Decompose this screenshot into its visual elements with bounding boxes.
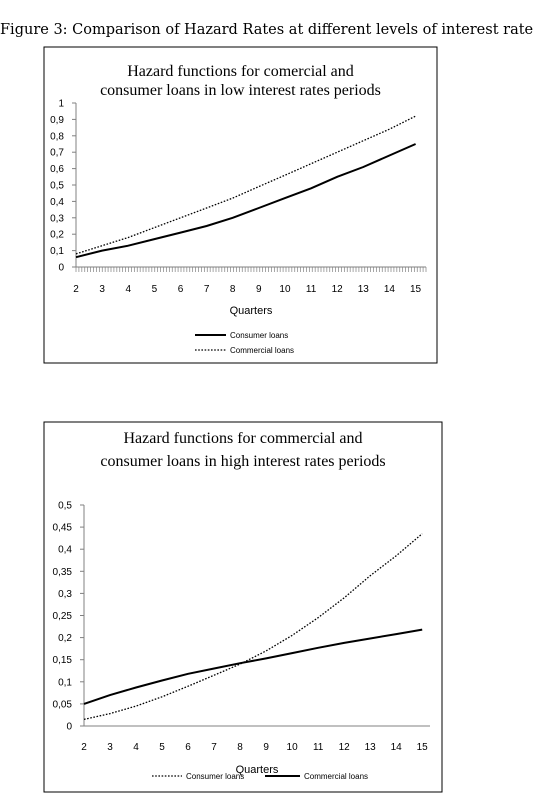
x-tick-label: 3 [99, 284, 105, 295]
y-tick-label: 0,45 [53, 523, 73, 534]
legend-label: Consumer loans [186, 772, 244, 781]
x-tick-label: 8 [237, 742, 243, 753]
x-tick-label: 10 [287, 742, 299, 753]
y-tick-label: 0 [58, 263, 64, 274]
y-tick-label: 0,3 [58, 589, 72, 600]
x-tick-label: 6 [178, 284, 184, 295]
y-tick-label: 0,25 [53, 611, 73, 622]
series-line-1 [75, 143, 417, 259]
chart-title: Hazard functions for commercial and [123, 430, 362, 447]
y-tick-label: 0,8 [50, 131, 64, 142]
y-tick-label: 0,1 [50, 246, 64, 257]
x-tick-label: 14 [384, 284, 396, 295]
y-tick-label: 0,6 [50, 164, 64, 175]
chart-title: Hazard functions for comercial and [127, 63, 354, 80]
x-tick-label: 15 [410, 284, 422, 295]
x-axis-label: Quarters [236, 764, 279, 776]
x-tick-label: 9 [263, 742, 269, 753]
legend-label: Commercial loans [230, 346, 294, 355]
x-tick-label: 5 [152, 284, 158, 295]
x-tick-label: 2 [81, 742, 87, 753]
legend-label: Consumer loans [230, 331, 288, 340]
x-tick-label: 6 [185, 742, 191, 753]
y-tick-label: 0,3 [50, 213, 64, 224]
y-tick-label: 0,15 [53, 655, 73, 666]
x-tick-label: 15 [417, 742, 429, 753]
series-line-2 [83, 628, 423, 705]
legend-label: Commercial loans [304, 772, 368, 781]
y-tick-label: 0,1 [58, 677, 72, 688]
x-tick-label: 11 [306, 284, 317, 295]
chart-border [43, 421, 443, 793]
series-line-2 [75, 115, 416, 255]
figure-caption: Figure 3: Comparison of Hazard Rates at … [0, 22, 533, 38]
x-tick-label: 12 [339, 742, 351, 753]
chart-panel-1: Hazard functions for comercial and consum… [43, 46, 438, 364]
x-tick-label: 5 [159, 742, 165, 753]
y-tick-label: 0,05 [53, 699, 73, 710]
x-tick-label: 4 [133, 742, 139, 753]
y-tick-label: 0,2 [50, 230, 64, 241]
x-tick-label: 12 [332, 284, 344, 295]
y-tick-label: 0,4 [50, 197, 64, 208]
chart-border [43, 46, 438, 364]
x-tick-label: 9 [256, 284, 262, 295]
x-tick-label: 2 [73, 284, 79, 295]
chart-title: consumer loans in low interest rates per… [100, 82, 381, 99]
y-tick-label: 0 [66, 722, 72, 733]
x-tick-label: 13 [365, 742, 377, 753]
x-tick-label: 11 [313, 742, 324, 753]
x-axis-label: Quarters [230, 305, 273, 317]
y-tick-label: 0,35 [53, 567, 73, 578]
x-tick-label: 8 [230, 284, 236, 295]
y-tick-label: 0,4 [58, 545, 72, 556]
y-tick-label: 0,5 [50, 181, 64, 192]
x-tick-label: 10 [279, 284, 291, 295]
y-tick-label: 0,2 [58, 633, 72, 644]
chart-title: consumer loans in high interest rates pe… [100, 453, 385, 470]
x-tick-label: 14 [391, 742, 403, 753]
y-tick-label: 0,5 [58, 501, 72, 512]
series-line-1 [83, 533, 423, 721]
y-tick-label: 0,7 [50, 148, 64, 159]
x-tick-label: 7 [211, 742, 217, 753]
y-tick-label: 1 [58, 99, 64, 110]
y-tick-label: 0,9 [50, 115, 64, 126]
x-tick-label: 3 [107, 742, 113, 753]
x-tick-label: 7 [204, 284, 210, 295]
x-tick-label: 13 [358, 284, 370, 295]
chart-panel-2: Hazard functions for commercial and consu… [43, 421, 443, 793]
x-tick-label: 4 [125, 284, 131, 295]
